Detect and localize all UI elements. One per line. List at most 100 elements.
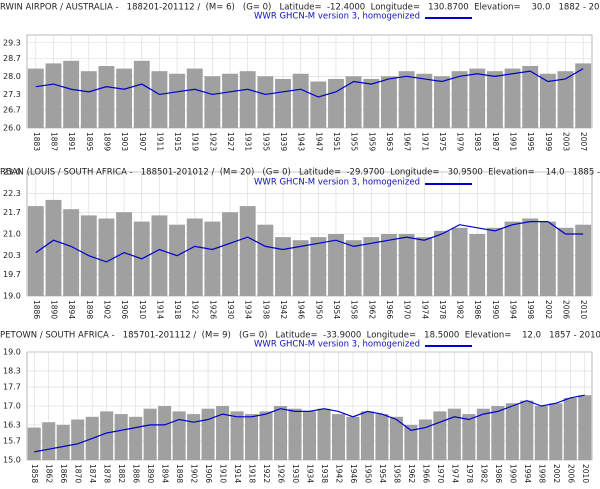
y-tick-label: 19.0 [3,292,21,301]
bar [416,237,433,296]
bar [375,414,389,460]
bar [360,411,374,460]
chart-title: RWIN AIRPOR / AUSTRALIA - 188201-201112 … [0,3,600,13]
x-tick-label: 1862 [45,464,54,483]
bar [42,422,56,460]
x-tick-label: 1910 [138,300,147,319]
bar [522,218,539,296]
x-tick-label: 1958 [350,300,359,319]
y-tick-label: 19.0 [3,348,21,357]
x-tick-label: 1898 [175,464,184,483]
y-tick-label: 28.7 [3,54,21,63]
x-tick-label: 1938 [261,300,270,319]
x-tick-label: 1946 [349,464,358,483]
y-tick-label: 26.7 [3,105,21,114]
bar [433,230,450,296]
x-tick-label: 1951 [332,132,341,151]
chart-title: PETOWN / SOUTH AFRICA - 185701-201112 / … [0,331,600,341]
x-tick-label: 1886 [32,300,41,319]
x-tick-label: 1890 [146,464,155,483]
x-tick-label: 1962 [367,300,376,319]
series-line [35,221,584,263]
bar [98,66,115,128]
x-tick-label: 1923 [208,132,217,151]
y-tick-label: 17.0 [3,402,21,411]
bar [116,212,133,296]
x-tick-label: 1990 [508,464,517,483]
bar [133,60,150,129]
x-tick-label: 1938 [320,464,329,483]
x-tick-label: 1998 [526,300,535,319]
bar [204,76,221,128]
bar [310,237,327,296]
y-tick-label: 21.0 [3,230,21,239]
bar [328,78,344,128]
x-tick-label: 1939 [279,132,288,151]
x-tick-label: 1983 [473,132,482,151]
bar [398,71,415,128]
bar [486,227,503,296]
x-tick-label: 1991 [509,132,518,151]
bar [539,221,556,296]
x-tick-label: 1915 [173,132,182,151]
x-tick-label: 1962 [407,464,416,483]
bar [27,68,44,128]
x-tick-label: 1947 [314,132,323,151]
bar [557,71,574,128]
x-tick-label: 1982 [479,464,488,483]
bar [539,73,556,128]
bar [433,411,447,460]
y-tick-label: 16.3 [3,420,21,429]
legend-label: WWR GHCN-M version 3, homogenized [254,12,420,22]
x-tick-label: 2002 [552,464,561,483]
x-tick-label: 1890 [49,300,58,319]
bar [245,414,259,460]
x-tick-label: 1959 [367,132,376,151]
legend-label: WWR GHCN-M version 3, homogenized [254,340,420,350]
x-tick-label: 1970 [403,300,412,319]
y-tick-label: 20.3 [3,251,21,260]
x-tick-label: 1907 [138,132,147,151]
bar [451,227,468,296]
bar [331,414,345,460]
x-tick-label: 1954 [332,300,341,319]
bar [186,218,203,296]
bar [288,408,302,460]
bar [363,237,380,296]
x-tick-label: 1891 [67,132,76,151]
y-tick-label: 17.7 [3,383,21,392]
bar [259,411,273,460]
x-tick-label: 1971 [420,132,429,151]
x-tick-label: 1942 [279,300,288,319]
x-tick-label: 1910 [219,464,228,483]
bar [486,71,503,128]
bar [381,234,397,296]
x-tick-label: 1894 [161,464,170,483]
bar [504,221,521,296]
x-tick-label: 1918 [248,464,257,483]
x-tick-label: 1934 [244,300,253,319]
x-tick-label: 1987 [491,132,500,151]
x-tick-label: 1998 [537,464,546,483]
x-tick-label: 1966 [421,464,430,483]
x-tick-label: 1946 [297,300,306,319]
x-tick-label: 1922 [191,300,200,319]
bar [317,408,331,460]
bar [151,71,168,128]
bar [275,237,291,296]
bar [222,212,238,296]
x-tick-label: 1914 [233,464,242,483]
x-tick-label: 1927 [226,132,235,151]
x-tick-label: 1982 [456,300,465,319]
bar [505,403,519,460]
bar [447,408,461,460]
x-tick-label: 1994 [509,300,518,319]
x-tick-label: 1958 [392,464,401,483]
x-tick-label: 1986 [473,300,482,319]
bar [469,68,486,128]
bar [575,63,592,128]
x-tick-label: 1894 [67,300,76,319]
bar [116,68,133,128]
x-tick-label: 2010 [579,300,588,319]
